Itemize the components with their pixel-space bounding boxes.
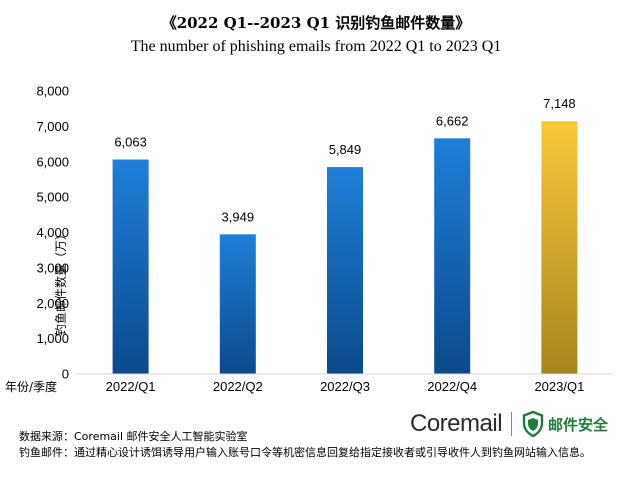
y-tick-label: 6,000 bbox=[36, 154, 69, 169]
bar-value-label: 5,849 bbox=[329, 142, 362, 157]
y-tick-label: 8,000 bbox=[36, 84, 69, 99]
coremail-logo: Coremail 邮件安全 bbox=[410, 410, 608, 438]
bar-2022-q4 bbox=[434, 138, 471, 374]
y-tick-label: 1,000 bbox=[36, 331, 69, 346]
bar-2022-q1 bbox=[112, 159, 149, 374]
chart-title: 《2022 Q1--2023 Q1 识别钓鱼邮件数量》 bbox=[162, 14, 471, 32]
brand-subtitle: 邮件安全 bbox=[548, 415, 609, 434]
chart-subtitle: The number of phishing emails from 2022 … bbox=[131, 38, 502, 55]
bar-2022-q2 bbox=[219, 234, 256, 374]
brand-name: Coremail bbox=[410, 410, 503, 437]
x-tick-label: 2022/Q1 bbox=[106, 379, 156, 394]
y-tick-label: 2,000 bbox=[36, 296, 69, 311]
bar-value-label: 7,148 bbox=[543, 96, 576, 111]
x-tick-label: 2023/Q1 bbox=[534, 379, 584, 394]
x-axis: 2022/Q1 2022/Q2 2022/Q3 2022/Q4 2023/Q1 bbox=[106, 379, 585, 394]
data-source-note: 数据来源：Coremail 邮件安全人工智能实验室 bbox=[19, 430, 248, 443]
bar-2022-q3 bbox=[327, 167, 363, 374]
x-tick-label: 2022/Q4 bbox=[427, 379, 477, 394]
y-tick-label: 4,000 bbox=[36, 225, 69, 240]
x-tick-label: 2022/Q3 bbox=[320, 379, 370, 394]
phishing-definition-note: 钓鱼邮件：通过精心设计诱饵诱导用户输入账号口令等机密信息回复给指定接收者或引导收… bbox=[19, 446, 591, 459]
shield-icon bbox=[522, 411, 544, 437]
brand-separator bbox=[511, 412, 513, 436]
bar-2023-q1 bbox=[541, 121, 578, 375]
y-axis: 0 1,000 2,000 3,000 4,000 5,000 6,000 7,000 8,00… bbox=[36, 84, 69, 382]
x-tick-label: 2022/Q2 bbox=[213, 379, 263, 394]
x-axis-title: 年份/季度 bbox=[5, 379, 57, 394]
y-tick-label: 7,000 bbox=[36, 119, 69, 134]
y-tick-label: 0 bbox=[62, 367, 69, 382]
bar-value-label: 6,063 bbox=[114, 135, 147, 150]
bar-value-label: 3,949 bbox=[222, 209, 255, 224]
y-tick-label: 3,000 bbox=[36, 260, 69, 275]
y-axis-title: 钓鱼邮件数量（万） bbox=[53, 228, 68, 336]
bar-value-label: 6,662 bbox=[436, 113, 469, 128]
bars: 6,063 3,949 5,849 6,662 7,148 bbox=[112, 96, 578, 375]
y-tick-label: 5,000 bbox=[36, 190, 69, 205]
